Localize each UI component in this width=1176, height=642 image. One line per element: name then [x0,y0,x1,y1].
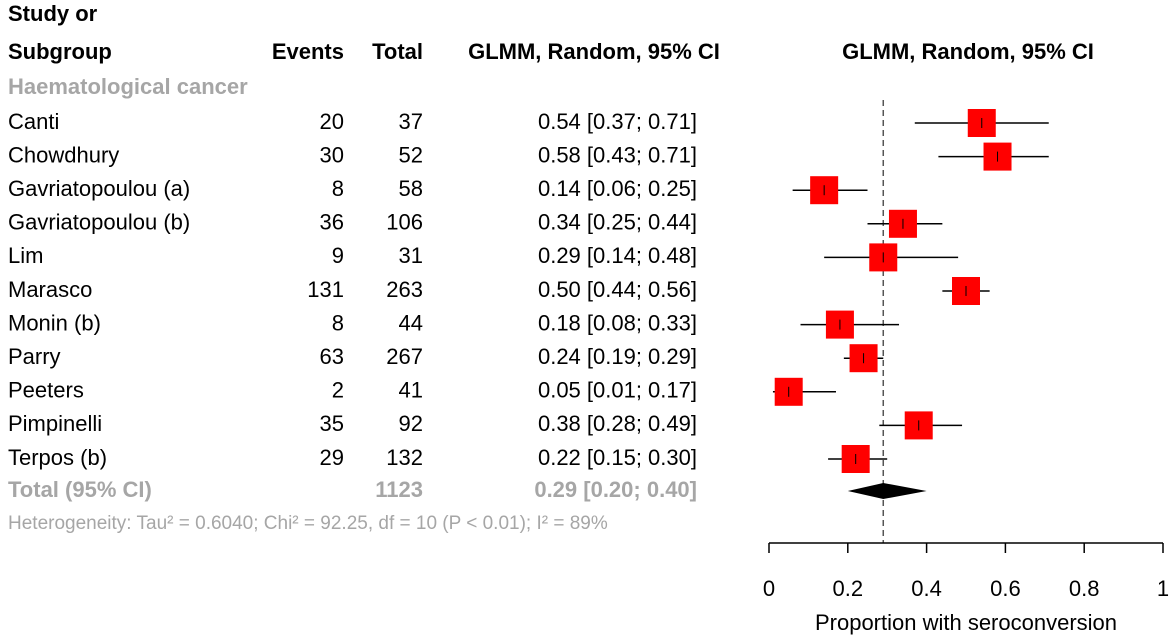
ci-label: 0.34 [0.25; 0.44] [538,210,697,235]
x-tick-label: 0.6 [990,576,1021,601]
total-header: Total [372,39,423,64]
study-name: Canti [8,109,59,134]
study-name: Lim [8,243,43,268]
study-name: Parry [8,344,61,369]
subgroup-label: Haematological cancer [8,74,248,99]
events: 36 [320,210,344,235]
ci-label: 0.05 [0.01; 0.17] [538,378,697,403]
events: 9 [332,243,344,268]
ci-label: 0.24 [0.19; 0.29] [538,344,697,369]
pooled-total: 1123 [375,477,423,502]
total: 263 [386,277,423,302]
ci-label: 0.38 [0.28; 0.49] [538,411,697,436]
ci-label: 0.54 [0.37; 0.71] [538,109,697,134]
study-name: Chowdhury [8,142,119,167]
x-axis-label: Proportion with seroconversion [815,610,1117,635]
events: 30 [320,142,344,167]
total: 106 [386,210,423,235]
events: 63 [320,344,344,369]
study-name: Gavriatopoulou (b) [8,210,190,235]
ci-header: GLMM, Random, 95% CI [468,39,720,64]
total: 58 [399,176,423,201]
pooled-ci-label: 0.29 [0.20; 0.40] [534,477,697,502]
events: 20 [320,109,344,134]
pooled-label: Total (95% CI) [8,477,152,502]
heterogeneity: Heterogeneity: Tau² = 0.6040; Chi² = 92.… [8,513,608,534]
x-tick-label: 0.8 [1069,576,1100,601]
total: 92 [399,411,423,436]
study-name: Terpos (b) [8,445,107,470]
ci-label: 0.18 [0.08; 0.33] [538,310,697,335]
study-name: Pimpinelli [8,411,102,436]
plot-header: GLMM, Random, 95% CI [842,39,1094,64]
total: 44 [399,310,423,335]
x-tick-label: 1 [1157,576,1169,601]
study-header: Subgroup [8,39,112,64]
ci-label: 0.50 [0.44; 0.56] [538,277,697,302]
ci-label: 0.58 [0.43; 0.71] [538,142,697,167]
events: 2 [332,378,344,403]
total: 31 [399,243,423,268]
pooled-diamond [847,483,927,499]
ci-label: 0.29 [0.14; 0.48] [538,243,697,268]
ci-label: 0.22 [0.15; 0.30] [538,445,697,470]
events-header: Events [272,39,344,64]
total: 41 [399,378,423,403]
study-header: Study or [8,1,98,26]
total: 267 [386,344,423,369]
total: 37 [399,109,423,134]
x-tick-label: 0.2 [833,576,864,601]
events: 8 [332,176,344,201]
events: 35 [320,411,344,436]
total: 132 [386,445,423,470]
ci-label: 0.14 [0.06; 0.25] [538,176,697,201]
study-name: Gavriatopoulou (a) [8,176,190,201]
events: 131 [307,277,344,302]
study-name: Marasco [8,277,92,302]
events: 8 [332,310,344,335]
x-tick-label: 0 [763,576,775,601]
total: 52 [399,142,423,167]
events: 29 [320,445,344,470]
study-name: Peeters [8,378,84,403]
study-name: Monin (b) [8,310,101,335]
x-tick-label: 0.4 [911,576,942,601]
